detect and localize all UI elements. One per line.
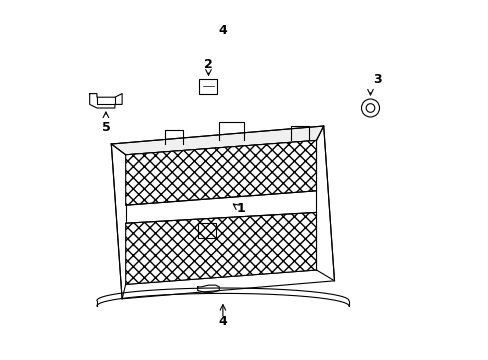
Polygon shape	[125, 140, 316, 205]
Polygon shape	[125, 212, 316, 284]
Bar	[197, 223, 215, 238]
Text: 4: 4	[218, 24, 227, 37]
Text: 2: 2	[203, 58, 212, 71]
Polygon shape	[111, 126, 323, 155]
Text: 3: 3	[373, 73, 381, 86]
Text: 4: 4	[218, 315, 227, 328]
Text: 5: 5	[102, 121, 110, 134]
Text: 1: 1	[236, 202, 245, 215]
Bar	[199, 79, 217, 94]
